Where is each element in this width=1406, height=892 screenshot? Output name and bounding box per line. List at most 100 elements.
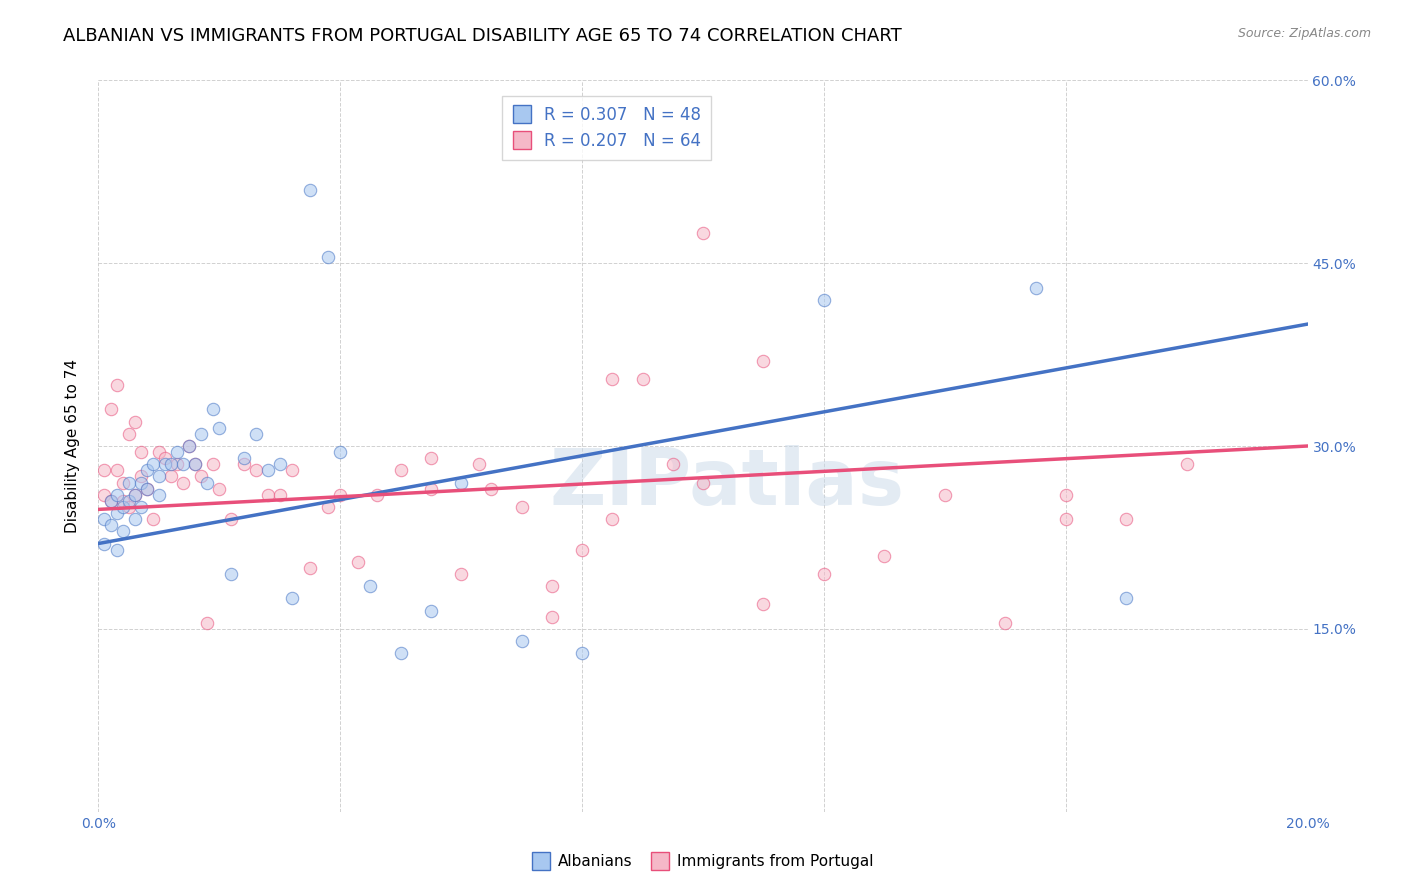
Point <box>232 457 254 471</box>
Point <box>124 415 146 429</box>
Point <box>602 512 624 526</box>
Point <box>602 372 624 386</box>
Point <box>93 488 115 502</box>
Point <box>100 494 122 508</box>
Point <box>329 445 352 459</box>
Point <box>105 378 128 392</box>
Point <box>148 488 170 502</box>
Point <box>190 426 212 441</box>
Point <box>129 500 152 514</box>
Point <box>281 463 304 477</box>
Point <box>124 512 146 526</box>
Point <box>873 549 896 563</box>
Point <box>316 500 339 514</box>
Point <box>994 615 1017 630</box>
Point <box>93 463 115 477</box>
Point <box>105 463 128 477</box>
Point <box>571 646 593 660</box>
Point <box>221 567 243 582</box>
Point <box>389 646 412 660</box>
Point <box>93 512 115 526</box>
Point <box>93 536 115 550</box>
Point <box>752 353 775 368</box>
Point <box>510 634 533 648</box>
Point <box>124 488 146 502</box>
Point <box>329 488 352 502</box>
Point <box>366 488 388 502</box>
Point <box>510 500 533 514</box>
Text: Source: ZipAtlas.com: Source: ZipAtlas.com <box>1237 27 1371 40</box>
Point <box>129 445 152 459</box>
Point <box>195 475 218 490</box>
Text: ZIPatlas: ZIPatlas <box>550 444 904 521</box>
Point <box>153 457 176 471</box>
Point <box>540 579 562 593</box>
Text: ALBANIAN VS IMMIGRANTS FROM PORTUGAL DISABILITY AGE 65 TO 74 CORRELATION CHART: ALBANIAN VS IMMIGRANTS FROM PORTUGAL DIS… <box>63 27 903 45</box>
Point <box>1115 591 1137 606</box>
Point <box>299 183 322 197</box>
Point <box>118 500 141 514</box>
Point <box>481 482 503 496</box>
Point <box>269 457 291 471</box>
Point <box>813 567 835 582</box>
Point <box>111 500 134 514</box>
Point <box>190 469 212 483</box>
Point <box>135 482 157 496</box>
Point <box>232 451 254 466</box>
Point <box>160 457 183 471</box>
Point <box>316 250 339 264</box>
Point <box>105 506 128 520</box>
Point <box>148 445 170 459</box>
Point <box>129 475 152 490</box>
Point <box>661 457 683 471</box>
Point <box>195 615 218 630</box>
Point <box>202 402 225 417</box>
Point <box>347 555 370 569</box>
Point <box>468 457 491 471</box>
Point <box>571 542 593 557</box>
Point <box>245 463 267 477</box>
Point <box>420 482 443 496</box>
Point <box>142 457 165 471</box>
Point <box>389 463 412 477</box>
Point <box>100 494 122 508</box>
Legend: R = 0.307   N = 48, R = 0.207   N = 64: R = 0.307 N = 48, R = 0.207 N = 64 <box>502 96 710 161</box>
Point <box>184 457 207 471</box>
Point <box>111 494 134 508</box>
Point <box>813 293 835 307</box>
Point <box>148 469 170 483</box>
Point <box>135 482 157 496</box>
Point <box>111 475 134 490</box>
Point <box>420 451 443 466</box>
Point <box>100 518 122 533</box>
Point <box>118 475 141 490</box>
Point <box>160 469 183 483</box>
Point <box>1115 512 1137 526</box>
Point <box>124 488 146 502</box>
Point <box>1054 488 1077 502</box>
Point <box>1175 457 1198 471</box>
Point <box>118 426 141 441</box>
Point <box>1054 512 1077 526</box>
Point <box>281 591 304 606</box>
Point <box>420 603 443 617</box>
Point <box>118 494 141 508</box>
Point <box>202 457 225 471</box>
Point <box>105 542 128 557</box>
Point <box>692 226 714 240</box>
Point <box>166 445 188 459</box>
Point <box>1024 280 1046 294</box>
Point <box>179 439 201 453</box>
Point <box>360 579 382 593</box>
Point <box>135 463 157 477</box>
Point <box>111 524 134 539</box>
Point <box>245 426 267 441</box>
Point <box>299 561 322 575</box>
Point <box>450 567 472 582</box>
Point <box>450 475 472 490</box>
Point <box>631 372 654 386</box>
Point <box>208 421 231 435</box>
Point <box>129 469 152 483</box>
Legend: Albanians, Immigrants from Portugal: Albanians, Immigrants from Portugal <box>526 848 880 875</box>
Point <box>269 488 291 502</box>
